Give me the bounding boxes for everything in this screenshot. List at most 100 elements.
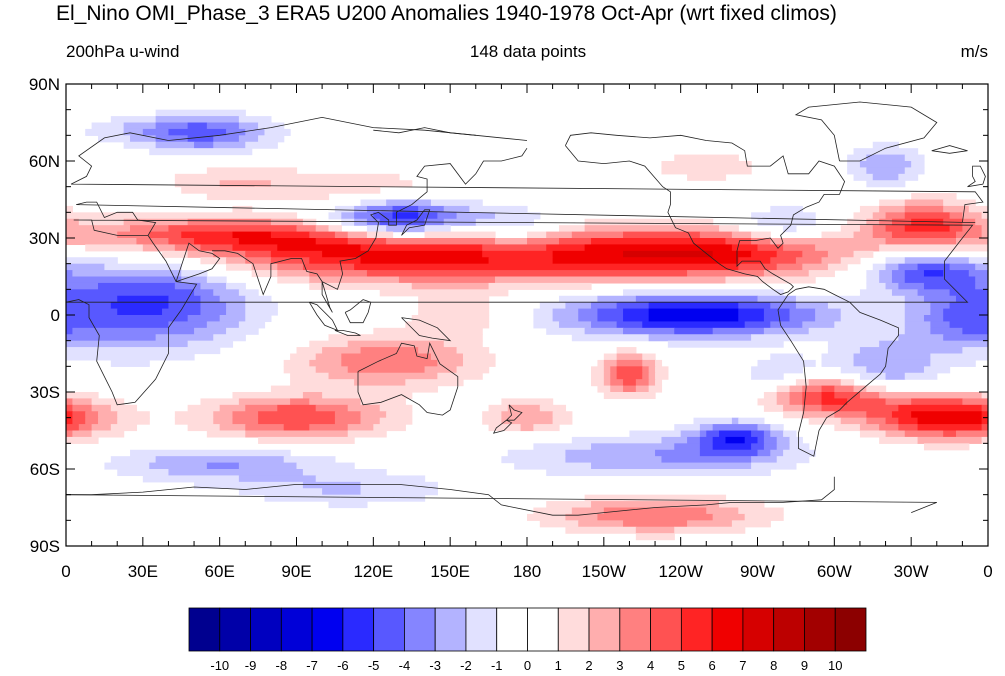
anomaly-cell <box>552 417 573 425</box>
x-tick-label: 0 <box>61 562 70 581</box>
anomaly-cell <box>603 359 618 367</box>
anomaly-cell <box>943 270 970 278</box>
anomaly-cell <box>738 308 765 316</box>
anomaly-cell <box>277 244 362 252</box>
anomaly-cell <box>418 205 445 213</box>
anomaly-cell <box>712 424 759 432</box>
anomaly-cell <box>322 488 362 496</box>
anomaly-cell <box>85 244 144 252</box>
anomaly-cell <box>834 411 867 419</box>
anomaly-cell <box>117 411 150 419</box>
anomaly-cell <box>533 443 592 451</box>
colorbar-swatch <box>280 607 313 652</box>
anomaly-cell <box>206 430 246 438</box>
anomaly-cell <box>795 257 823 265</box>
anomaly-cell <box>879 270 893 278</box>
anomaly-cell <box>770 321 803 329</box>
anomaly-cell <box>719 430 752 438</box>
anomaly-cell <box>674 327 714 335</box>
anomaly-cell <box>853 148 919 156</box>
anomaly-cell <box>693 417 733 425</box>
colorbar-label: -5 <box>368 658 380 673</box>
anomaly-cell <box>315 404 349 412</box>
anomaly-cell <box>379 289 509 297</box>
coastline-segment <box>401 317 452 342</box>
anomaly-cell <box>309 398 362 406</box>
anomaly-cell <box>847 218 867 226</box>
colorbar-swatch <box>404 607 436 652</box>
anomaly-cell <box>168 469 304 477</box>
anomaly-cell <box>533 308 554 316</box>
anomaly-cell <box>859 372 887 380</box>
anomaly-cell <box>213 135 240 143</box>
anomaly-cell <box>712 250 752 258</box>
anomaly-cell <box>66 282 99 290</box>
anomaly-cell <box>206 462 240 470</box>
anomaly-cell <box>719 501 765 509</box>
anomaly-cell <box>751 456 778 464</box>
anomaly-cell <box>411 315 490 323</box>
anomaly-cell <box>859 424 880 432</box>
colorbar-label: -3 <box>429 658 441 673</box>
anomaly-cell <box>200 282 227 290</box>
anomaly-cell <box>603 372 611 380</box>
anomaly-cell <box>687 270 765 278</box>
anomaly-cell <box>866 282 887 290</box>
anomaly-cell <box>635 295 759 303</box>
anomaly-cell <box>770 238 887 246</box>
anomaly-cell <box>827 250 855 258</box>
anomaly-cell <box>853 250 874 258</box>
colorbar-label: 4 <box>647 658 654 673</box>
coastline-segment <box>373 127 476 136</box>
colorbar-swatch <box>742 607 775 652</box>
anomaly-cell <box>66 436 99 444</box>
anomaly-cell <box>776 385 791 393</box>
anomaly-cell <box>488 404 509 412</box>
anomaly-cell <box>315 238 349 246</box>
anomaly-cell <box>418 302 490 310</box>
coastline-segment <box>357 341 459 416</box>
anomaly-cell <box>66 238 138 246</box>
anomaly-cell <box>776 398 791 406</box>
colorbar-label: -8 <box>276 658 288 673</box>
anomaly-cell <box>187 404 221 412</box>
anomaly-cell <box>751 443 765 451</box>
anomaly-cell <box>206 167 298 175</box>
anomaly-cell <box>85 417 99 425</box>
anomaly-cell <box>840 379 855 387</box>
anomaly-cell <box>623 231 701 239</box>
anomaly-cell <box>527 238 560 246</box>
anomaly-cell <box>923 295 957 303</box>
anomaly-cell <box>603 379 611 387</box>
anomaly-cell <box>885 417 899 425</box>
anomaly-cell <box>430 199 483 207</box>
colorbar-swatch <box>804 607 836 652</box>
anomaly-cell <box>859 430 887 438</box>
colorbar-label: 3 <box>616 658 623 673</box>
anomaly-cell <box>763 308 791 316</box>
anomaly-cell <box>411 282 490 290</box>
anomaly-cell <box>200 302 227 310</box>
anomaly-cell <box>879 205 906 213</box>
anomaly-cell <box>66 347 221 355</box>
coastline-segment <box>565 132 846 295</box>
y-tick-label: 0 <box>51 306 60 325</box>
x-tick-label: 60W <box>817 562 852 581</box>
x-tick-label: 120W <box>658 562 702 581</box>
anomaly-cell <box>879 244 988 252</box>
anomaly-cell <box>981 404 988 412</box>
colorbar-label: 1 <box>555 658 562 673</box>
anomaly-cell <box>783 411 803 419</box>
anomaly-cell <box>187 218 272 226</box>
anomaly-cell <box>923 282 976 290</box>
anomaly-cell <box>591 321 618 329</box>
anomaly-cell <box>219 295 246 303</box>
anomaly-cell <box>923 270 944 278</box>
anomaly-cell <box>66 327 74 335</box>
anomaly-cell <box>885 282 899 290</box>
anomaly-cell <box>277 276 310 284</box>
colorbar-label: 7 <box>739 658 746 673</box>
anomaly-cell <box>591 366 605 374</box>
anomaly-cell <box>494 276 727 284</box>
anomaly-cell <box>981 225 988 233</box>
